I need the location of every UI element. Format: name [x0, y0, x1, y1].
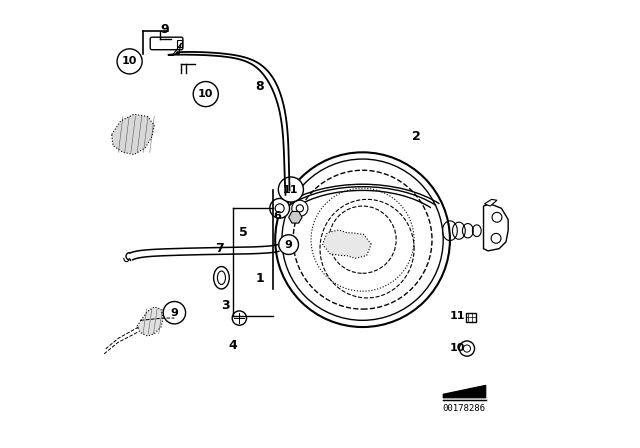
- Circle shape: [491, 233, 501, 243]
- Text: 6: 6: [273, 211, 281, 221]
- Circle shape: [270, 198, 289, 218]
- Polygon shape: [443, 385, 486, 398]
- Text: 10: 10: [449, 343, 465, 353]
- Polygon shape: [289, 211, 302, 223]
- Text: 2: 2: [412, 130, 420, 143]
- Circle shape: [117, 49, 142, 74]
- FancyBboxPatch shape: [466, 313, 476, 322]
- Polygon shape: [137, 307, 163, 336]
- Circle shape: [193, 82, 218, 107]
- Ellipse shape: [214, 267, 229, 289]
- Polygon shape: [112, 114, 154, 155]
- Circle shape: [460, 341, 474, 356]
- Circle shape: [232, 311, 246, 325]
- Circle shape: [463, 345, 470, 352]
- Circle shape: [492, 212, 502, 222]
- Text: 4: 4: [228, 339, 237, 353]
- Text: 9: 9: [170, 308, 179, 318]
- Text: 11: 11: [449, 311, 465, 321]
- Text: 9: 9: [285, 240, 292, 250]
- Text: 10: 10: [122, 56, 138, 66]
- Circle shape: [278, 177, 303, 202]
- Text: 8: 8: [255, 79, 264, 93]
- Text: 1: 1: [255, 272, 264, 285]
- Circle shape: [275, 204, 284, 213]
- Text: 11: 11: [283, 185, 299, 194]
- Polygon shape: [484, 204, 508, 251]
- Polygon shape: [323, 230, 371, 258]
- Text: 7: 7: [215, 242, 223, 255]
- Circle shape: [279, 235, 298, 254]
- Text: 9: 9: [160, 22, 169, 36]
- Circle shape: [292, 200, 308, 216]
- FancyBboxPatch shape: [150, 37, 183, 50]
- Text: 5: 5: [239, 226, 248, 240]
- Text: 3: 3: [221, 299, 229, 312]
- Circle shape: [296, 205, 303, 212]
- Ellipse shape: [218, 271, 225, 284]
- Circle shape: [163, 302, 186, 324]
- Text: 00178286: 00178286: [443, 404, 486, 413]
- Polygon shape: [484, 199, 497, 206]
- FancyBboxPatch shape: [177, 40, 182, 47]
- Text: 10: 10: [198, 89, 214, 99]
